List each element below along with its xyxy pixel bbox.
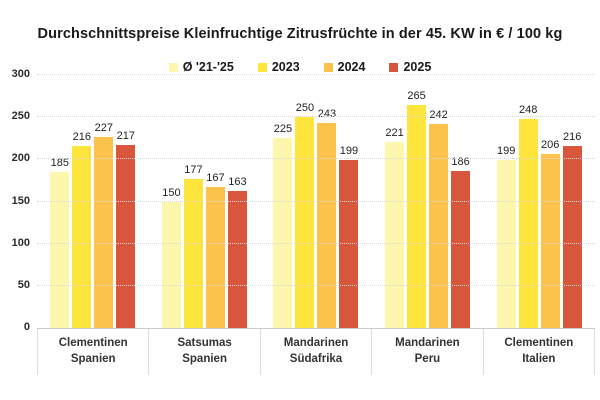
bar-2025-4: 216 bbox=[562, 131, 582, 328]
legend-label: 2024 bbox=[337, 60, 366, 74]
bar-value-label: 199 bbox=[496, 145, 516, 158]
bar-value-label: 265 bbox=[407, 89, 426, 102]
bar-2125-4: 199 bbox=[496, 145, 516, 328]
bar-value-label: 227 bbox=[94, 121, 113, 134]
bar-2125-3: 221 bbox=[385, 127, 405, 328]
bar-value-label: 217 bbox=[116, 130, 135, 142]
y-axis-tick-250: 250 bbox=[11, 110, 30, 123]
legend-label: 2025 bbox=[403, 60, 432, 74]
bar-value-label: 216 bbox=[562, 130, 582, 143]
gridline-100 bbox=[37, 242, 595, 244]
y-axis-tick-0: 0 bbox=[23, 321, 30, 333]
bar-group-1: 150 177 167 163 bbox=[149, 75, 261, 328]
bar-2023-1: 177 bbox=[183, 164, 203, 328]
bar-2023-2: 250 bbox=[295, 102, 315, 328]
bar-value-label: 150 bbox=[162, 186, 181, 199]
bar-value-label: 242 bbox=[429, 108, 448, 121]
bar-group-4: 199 248 206 216 bbox=[483, 75, 595, 328]
bar-2023-4: 248 bbox=[518, 104, 538, 328]
bar-value-label: 206 bbox=[540, 139, 560, 152]
legend-swatch-icon bbox=[389, 62, 399, 72]
category-axis: Clementinen Spanien Satsumas Spanien Mandari… bbox=[37, 329, 596, 375]
legend-swatch-icon bbox=[257, 62, 267, 72]
gridline-200 bbox=[37, 158, 595, 160]
bar-value-label: 250 bbox=[295, 102, 315, 115]
legend-label: Ø '21-'25 bbox=[182, 60, 234, 74]
bar-value-label: 163 bbox=[228, 175, 247, 188]
y-axis-tick-150: 150 bbox=[11, 194, 30, 207]
bar-2125-0: 185 bbox=[50, 157, 70, 328]
category-label-1: Satsumas Spanien bbox=[148, 329, 259, 375]
bar-2024-0: 227 bbox=[94, 122, 114, 328]
legend-item-1: 2023 bbox=[257, 60, 300, 74]
gridline-250 bbox=[37, 116, 595, 118]
bar-value-label: 243 bbox=[317, 108, 337, 121]
bar-2125-1: 150 bbox=[161, 187, 181, 328]
bar-2024-2: 243 bbox=[317, 108, 337, 328]
bar-2023-0: 216 bbox=[72, 131, 92, 328]
category-label-0: Clementinen Spanien bbox=[37, 329, 148, 375]
bar-value-label: 177 bbox=[184, 163, 203, 176]
bar-value-label: 225 bbox=[273, 123, 293, 136]
gridline-150 bbox=[37, 200, 595, 202]
bar-value-label: 185 bbox=[50, 156, 69, 169]
legend-item-0: Ø '21-'25 bbox=[168, 60, 234, 74]
chart-title: Durchschnittspreise Kleinfruchtige Zitru… bbox=[37, 26, 563, 42]
legend-label: 2023 bbox=[271, 60, 300, 74]
bar-value-label: 221 bbox=[385, 126, 404, 139]
bar-group-3: 221 265 242 186 bbox=[372, 75, 484, 328]
bar-2025-0: 217 bbox=[116, 130, 136, 328]
y-axis-tick-200: 200 bbox=[11, 152, 30, 165]
category-label-3: Mandarinen Peru bbox=[371, 329, 482, 375]
bar-value-label: 167 bbox=[206, 172, 225, 185]
category-label-2: Mandarinen Südafrika bbox=[259, 329, 371, 375]
bar-group-0: 185 216 227 217 bbox=[37, 75, 149, 328]
bar-2025-2: 199 bbox=[339, 145, 359, 328]
legend-swatch-icon bbox=[168, 62, 178, 72]
bar-value-label: 199 bbox=[339, 145, 359, 158]
plot-area: 185 216 227 217 150 177 167 163 225 250 243 199 221 2… bbox=[37, 74, 595, 329]
bar-2023-3: 265 bbox=[407, 90, 427, 328]
y-axis-tick-100: 100 bbox=[11, 236, 30, 249]
legend-item-2: 2024 bbox=[323, 60, 366, 74]
bar-2024-4: 206 bbox=[540, 139, 560, 328]
y-axis-tick-300: 300 bbox=[11, 68, 30, 80]
bar-2024-1: 167 bbox=[205, 172, 225, 328]
y-axis-tick-50: 50 bbox=[17, 278, 30, 291]
bar-2125-2: 225 bbox=[273, 123, 293, 328]
category-label-4: Clementinen Italien bbox=[482, 329, 596, 375]
gridline-300 bbox=[37, 74, 595, 75]
legend-item-3: 2025 bbox=[389, 60, 431, 74]
gridline-50 bbox=[37, 284, 595, 286]
legend-swatch-icon bbox=[323, 62, 333, 72]
legend: Ø '21-'25 2023 2024 2025 bbox=[0, 60, 600, 74]
bar-2025-1: 163 bbox=[227, 176, 247, 328]
bar-value-label: 216 bbox=[72, 130, 91, 143]
bar-groups: 185 216 227 217 150 177 167 163 225 250 243 199 221 2… bbox=[37, 75, 595, 328]
bar-2024-3: 242 bbox=[429, 109, 449, 328]
bar-2025-3: 186 bbox=[451, 156, 471, 328]
bar-group-2: 225 250 243 199 bbox=[260, 75, 372, 328]
bar-value-label: 248 bbox=[518, 103, 538, 116]
